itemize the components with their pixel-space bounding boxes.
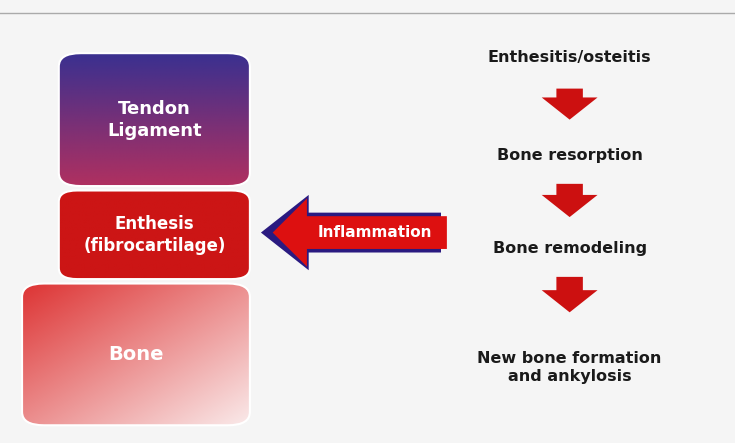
Text: New bone formation
and ankylosis: New bone formation and ankylosis [478,351,662,384]
Polygon shape [273,198,447,267]
Text: Tendon
Ligament: Tendon Ligament [107,100,201,140]
Text: Enthesitis/osteitis: Enthesitis/osteitis [488,50,651,65]
Polygon shape [542,184,598,217]
Text: Bone remodeling: Bone remodeling [492,241,647,256]
Text: Inflammation: Inflammation [318,225,432,240]
Polygon shape [542,89,598,120]
Text: Bone resorption: Bone resorption [497,148,642,163]
Text: Enthesis
(fibrocartilage): Enthesis (fibrocartilage) [83,215,226,255]
Polygon shape [542,277,598,312]
Text: Bone: Bone [108,345,164,364]
Polygon shape [261,195,441,270]
